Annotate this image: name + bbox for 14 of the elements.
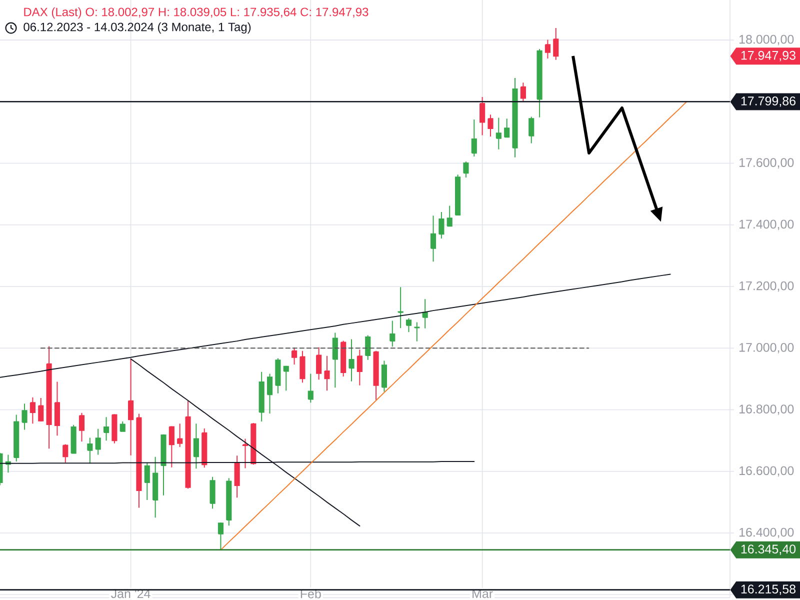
y-tick-label: 17.200,00 [740,281,794,292]
ref-line-label: 16.345,40 [741,544,796,555]
text: 17.947,93 [741,50,796,62]
y-tick-label: 16.800,00 [740,404,794,415]
y-tick-label: 17.400,00 [740,220,794,230]
y-tick-label: 17.600,00 [740,158,794,168]
ref-line-label: 17.799,86 [741,96,796,107]
text: DAX (Last) O: 18.002,97 H: 18.039,05 L: 17.935,64 C: 17.947,93 [24,7,368,19]
y-tick-label: 16.600,00 [740,466,794,477]
y-tick-label: 18.000,00 [740,34,794,46]
text: 06.12.2023 - 14.03.2024 (3 Monate, 1 Tag) [24,22,251,34]
y-tick-label: 17.000,00 [740,342,794,354]
y-tick-label: 16.400,00 [740,528,794,538]
ref-line-label: 16.215,58 [741,584,796,595]
